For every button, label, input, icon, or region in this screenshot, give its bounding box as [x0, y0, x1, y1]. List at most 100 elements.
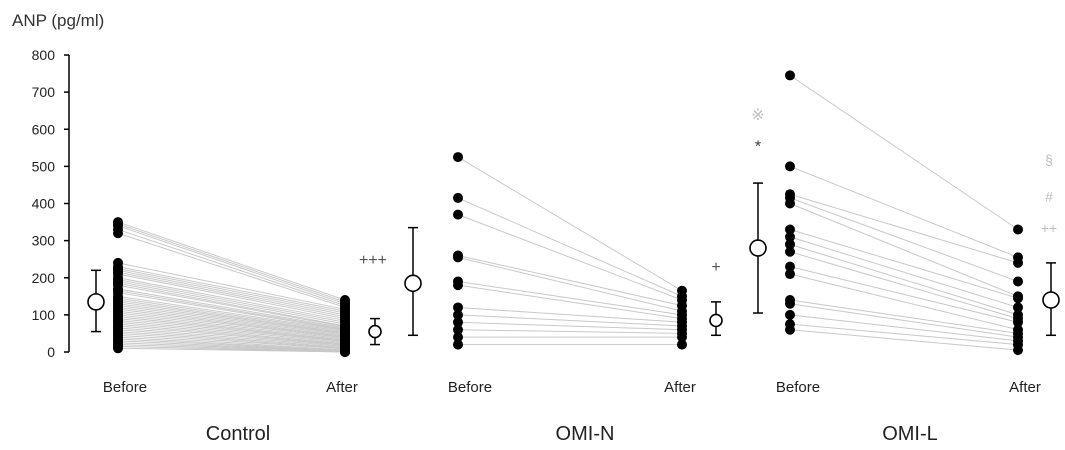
pair-line-omi-l-13 — [789, 314, 1019, 342]
point-omi-n-before-6 — [453, 280, 463, 291]
pair-line-omi-l-11 — [789, 299, 1019, 334]
point-omi-n-before-7 — [453, 302, 463, 313]
pair-line-control-15 — [117, 284, 346, 328]
summary-omi-n-before-mean-marker — [404, 274, 422, 293]
point-omi-l-before-7 — [785, 239, 795, 250]
pair-line-omi-n-6 — [457, 284, 683, 320]
pair-line-control-18 — [117, 292, 346, 331]
point-omi-l-after-15 — [1013, 345, 1023, 356]
pair-line-control-32 — [117, 319, 346, 344]
point-omi-l-before-1 — [785, 161, 795, 172]
pair-line-control-5 — [117, 262, 346, 310]
pair-line-control-34 — [117, 323, 346, 346]
pair-line-control-20 — [117, 297, 346, 333]
summary-omi-n-before — [404, 226, 422, 337]
pair-line-omi-l-9 — [789, 266, 1019, 323]
y-axis: 0 100 200 300 400 500 600 700 800 — [32, 47, 70, 360]
point-omi-l-before-9 — [785, 261, 795, 272]
pair-line-control-1 — [117, 223, 346, 303]
pair-line-omi-l-12 — [789, 303, 1019, 338]
point-control-after-47 — [340, 347, 350, 357]
point-omi-l-before-0 — [785, 70, 795, 81]
y-tick-label-500: 500 — [32, 158, 56, 174]
pair-line-omi-l-7 — [789, 243, 1019, 316]
y-tick-label-400: 400 — [32, 196, 56, 212]
pair-line-control-35 — [117, 325, 346, 346]
pair-line-control-23 — [117, 303, 346, 335]
pair-line-omi-l-6 — [789, 236, 1019, 308]
point-omi-l-before-12 — [785, 298, 795, 309]
pair-line-control-39 — [117, 332, 346, 350]
point-omi-n-before-9 — [453, 317, 463, 328]
data-points — [113, 70, 1023, 357]
pair-line-control-26 — [117, 308, 346, 338]
pair-line-control-47 — [117, 347, 346, 353]
y-tick-label-600: 600 — [32, 121, 56, 137]
pair-line-control-30 — [117, 316, 346, 342]
pair-line-control-19 — [117, 295, 346, 331]
pair-line-control-38 — [117, 331, 346, 349]
label-omi-n-after: After — [664, 379, 696, 396]
point-omi-n-before-12 — [453, 339, 463, 350]
pair-line-omi-l-4 — [789, 203, 1019, 297]
pair-line-control-2 — [117, 225, 346, 305]
pair-line-control-37 — [117, 329, 346, 349]
summary-markers: +++ +※*§#++ — [87, 107, 1060, 346]
point-omi-l-before-4 — [785, 198, 795, 209]
summary-control-before-mean-marker — [87, 293, 105, 311]
summary-omi-l-after — [1042, 262, 1060, 337]
pair-line-control-3 — [117, 229, 346, 307]
pair-line-control-22 — [117, 301, 346, 334]
pair-line-control-0 — [117, 221, 346, 301]
pair-line-control-42 — [117, 338, 346, 352]
point-omi-n-before-10 — [453, 324, 463, 335]
pair-line-control-8 — [117, 269, 346, 316]
y-tick-label-0: 0 — [47, 344, 55, 360]
point-omi-l-after-0 — [1013, 224, 1023, 235]
significance-mark-omi-n-after: + — [711, 259, 720, 276]
point-omi-n-before-4 — [453, 252, 463, 263]
pair-line-omi-l-1 — [789, 165, 1019, 258]
significance-mark-omi-l-before-1: * — [755, 139, 761, 156]
point-omi-l-after-5 — [1013, 293, 1023, 304]
group-label-omi-l: OMI-L — [882, 423, 938, 445]
pair-line-omi-l-3 — [789, 197, 1019, 282]
summary-omi-n-after-mean-marker — [709, 313, 723, 328]
pair-line-control-11 — [117, 277, 346, 321]
pair-line-control-10 — [117, 273, 346, 320]
pair-line-control-40 — [117, 334, 346, 351]
pair-line-control-33 — [117, 321, 346, 345]
pair-line-control-16 — [117, 288, 346, 329]
pair-line-control-29 — [117, 314, 346, 341]
pair-line-omi-n-1 — [457, 197, 683, 297]
group-label-control: Control — [206, 423, 270, 445]
pair-line-omi-n-10 — [457, 329, 683, 334]
pair-line-omi-l-5 — [789, 229, 1019, 299]
significance-mark-omi-l-after-2: ++ — [1041, 220, 1057, 236]
pair-line-control-24 — [117, 305, 346, 336]
point-omi-n-after-12 — [677, 339, 687, 350]
pair-line-control-14 — [117, 282, 346, 327]
pair-line-control-17 — [117, 290, 346, 330]
pair-line-control-31 — [117, 318, 346, 343]
point-control-before-47 — [113, 343, 123, 354]
point-omi-l-after-9 — [1013, 317, 1023, 328]
y-tick-label-700: 700 — [32, 84, 56, 100]
y-axis-label: ANP (pg/ml) — [12, 11, 104, 30]
point-omi-l-before-13 — [785, 309, 795, 320]
significance-mark-control-after: +++ — [359, 252, 387, 269]
summary-control-after-mean-marker — [368, 324, 382, 339]
summary-omi-l-before — [749, 182, 767, 314]
pair-line-omi-n-8 — [457, 314, 683, 327]
summary-omi-n-after — [709, 301, 723, 337]
pair-line-omi-n-0 — [457, 156, 683, 292]
pair-line-control-44 — [117, 342, 346, 353]
label-control-before: Before — [103, 379, 147, 396]
label-omi-n-before: Before — [448, 379, 492, 396]
group-labels: Before After Control Before After OMI-N Before… — [103, 379, 1041, 445]
pair-line-omi-n-3 — [457, 254, 683, 307]
pair-line-control-41 — [117, 336, 346, 352]
summary-omi-l-before-mean-marker — [749, 239, 767, 257]
pair-line-omi-l-0 — [789, 75, 1019, 230]
point-omi-l-before-8 — [785, 246, 795, 257]
